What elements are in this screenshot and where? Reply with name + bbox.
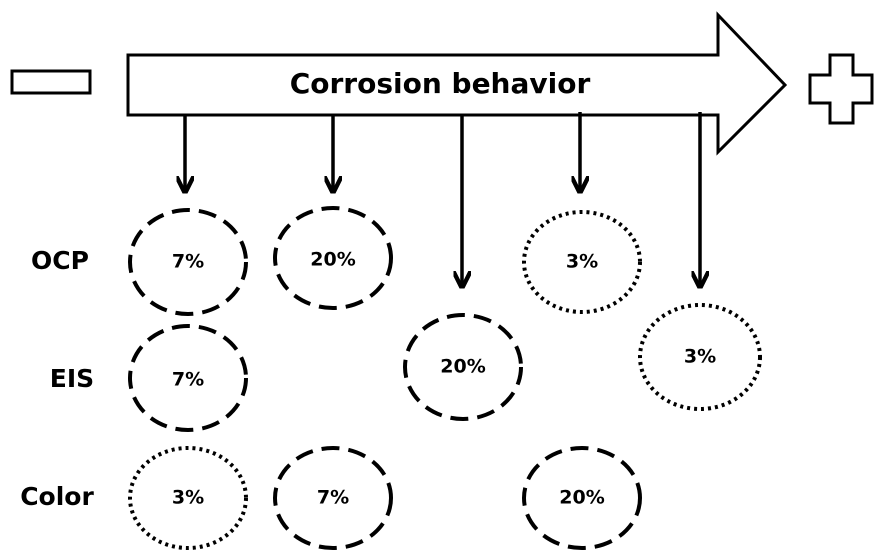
- circle: [273, 206, 393, 310]
- circle-label: 3%: [566, 251, 598, 273]
- circle: [128, 208, 248, 316]
- row-label: EIS: [50, 364, 94, 393]
- circle: [638, 303, 762, 411]
- row-label: OCP: [31, 246, 89, 275]
- circle-label: 7%: [317, 487, 349, 509]
- circle: [403, 313, 523, 421]
- circle-label: 3%: [172, 487, 204, 509]
- circle-label: 3%: [684, 346, 716, 368]
- down-arrows: [185, 112, 700, 285]
- plus-sign: [808, 53, 874, 125]
- big-arrow: [126, 11, 788, 156]
- circle: [128, 446, 248, 550]
- circle: [522, 210, 642, 314]
- circle-label: 20%: [559, 487, 604, 509]
- circle: [273, 446, 393, 550]
- circle: [128, 324, 248, 432]
- minus-sign: [10, 69, 92, 95]
- circle-label: 20%: [440, 356, 485, 378]
- arrow-label: Corrosion behavior: [290, 67, 591, 100]
- circle-label: 7%: [172, 251, 204, 273]
- circle: [522, 446, 642, 550]
- circle-label: 20%: [310, 249, 355, 271]
- row-label: Color: [20, 482, 94, 511]
- circle-label: 7%: [172, 369, 204, 391]
